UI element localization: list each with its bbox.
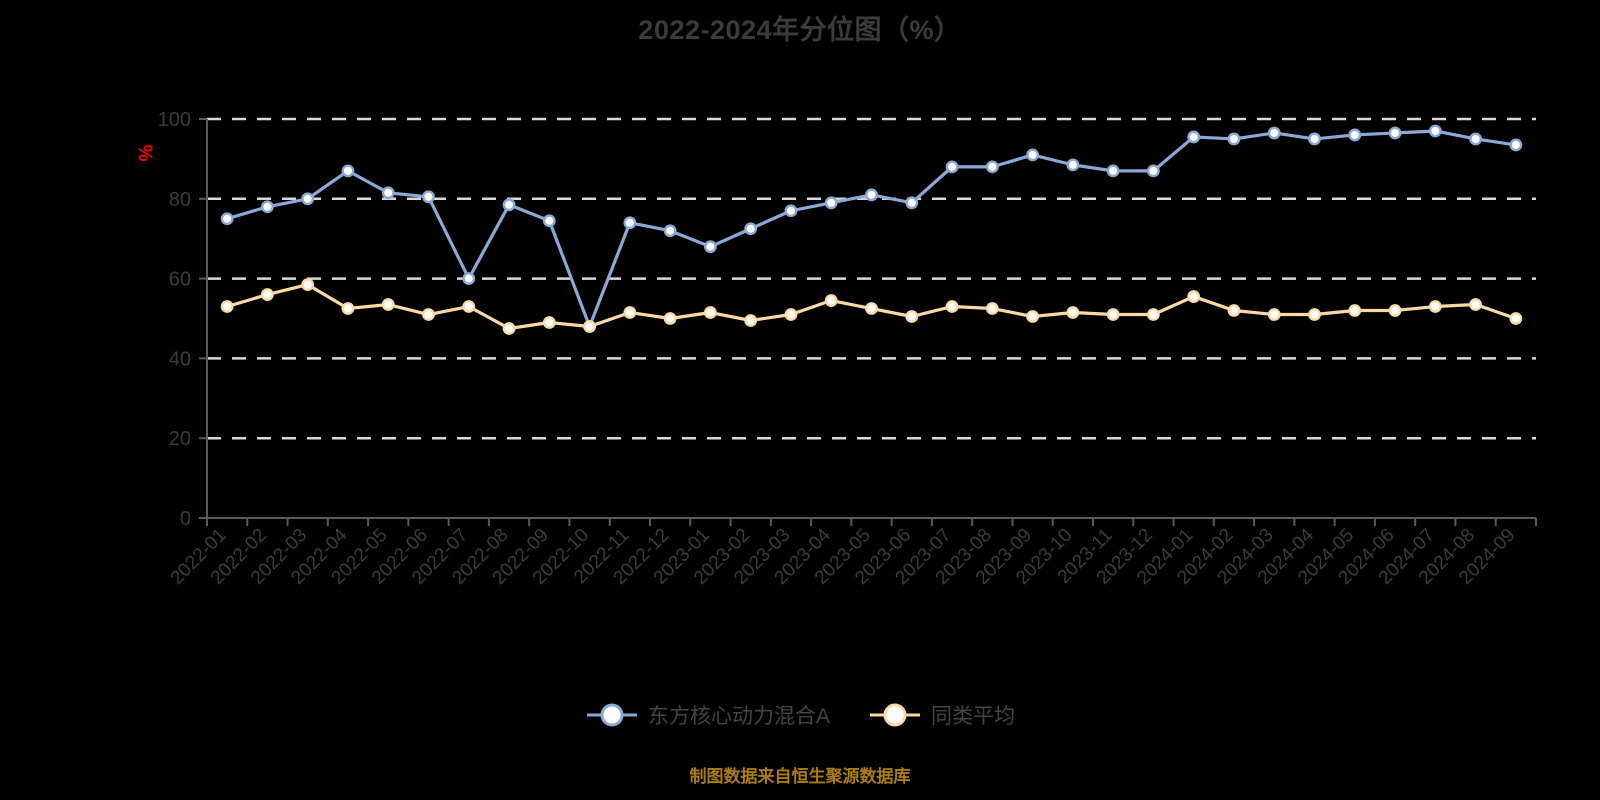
data-point-marker[interactable] bbox=[1469, 132, 1482, 146]
data-point-marker[interactable] bbox=[704, 240, 717, 254]
legend-label-peer-average: 同类平均 bbox=[931, 705, 1015, 728]
data-point-marker[interactable] bbox=[1469, 298, 1482, 311]
data-point-marker[interactable] bbox=[542, 214, 556, 228]
data-point-marker[interactable] bbox=[1026, 148, 1039, 162]
chart-legend: 东方核心动力混合A 同类平均 bbox=[0, 700, 1600, 730]
series-markers-group bbox=[220, 124, 1523, 335]
data-point-marker[interactable] bbox=[1227, 304, 1241, 317]
data-point-marker[interactable] bbox=[301, 278, 315, 291]
data-point-marker[interactable] bbox=[1348, 128, 1362, 142]
legend-item-peer-average[interactable]: 同类平均 bbox=[868, 700, 1015, 730]
data-point-marker[interactable] bbox=[422, 308, 435, 321]
data-point-marker[interactable] bbox=[1428, 300, 1442, 313]
series-line-fund bbox=[225, 129, 1518, 329]
y-axis-tick-label: 0 bbox=[180, 508, 191, 530]
data-point-marker[interactable] bbox=[1509, 312, 1523, 325]
data-point-marker[interactable] bbox=[542, 316, 556, 329]
data-point-marker[interactable] bbox=[704, 306, 717, 319]
data-point-marker[interactable] bbox=[865, 188, 878, 202]
data-point-marker[interactable] bbox=[301, 192, 315, 206]
data-point-marker[interactable] bbox=[462, 300, 476, 313]
legend-item-fund[interactable]: 东方核心动力混合A bbox=[585, 700, 830, 730]
data-point-marker[interactable] bbox=[1106, 164, 1120, 178]
data-point-marker[interactable] bbox=[341, 302, 355, 315]
data-point-marker[interactable] bbox=[341, 164, 355, 178]
data-point-marker[interactable] bbox=[583, 320, 596, 333]
data-point-marker[interactable] bbox=[744, 222, 758, 236]
data-point-marker[interactable] bbox=[1147, 164, 1160, 178]
legend-marker-fund-icon bbox=[586, 703, 637, 727]
data-point-marker[interactable] bbox=[663, 312, 677, 325]
data-point-marker[interactable] bbox=[1348, 304, 1362, 317]
data-point-marker[interactable] bbox=[1308, 132, 1321, 146]
data-point-marker[interactable] bbox=[945, 160, 959, 174]
data-point-marker[interactable] bbox=[1026, 310, 1039, 323]
data-point-marker[interactable] bbox=[744, 314, 758, 327]
data-point-marker[interactable] bbox=[381, 186, 395, 200]
series-lines-group bbox=[225, 129, 1518, 331]
axes-group bbox=[199, 118, 1537, 526]
y-tick-labels-group: 0 20 40 60 80 100 bbox=[158, 109, 191, 530]
data-point-marker[interactable] bbox=[1267, 126, 1281, 140]
legend-label-fund: 东方核心动力混合A bbox=[647, 705, 830, 728]
data-point-marker[interactable] bbox=[1308, 308, 1321, 321]
y-axis-tick-label: 40 bbox=[169, 348, 191, 370]
data-point-marker[interactable] bbox=[381, 298, 395, 311]
data-point-marker[interactable] bbox=[1066, 306, 1080, 319]
data-point-marker[interactable] bbox=[220, 212, 234, 226]
data-point-marker[interactable] bbox=[824, 196, 838, 210]
data-point-marker[interactable] bbox=[945, 300, 959, 313]
data-point-marker[interactable] bbox=[865, 302, 878, 315]
y-axis-unit-label: % bbox=[136, 144, 158, 162]
y-axis-tick-label: 100 bbox=[158, 109, 191, 131]
data-point-marker[interactable] bbox=[1147, 308, 1160, 321]
chart-title: 2022-2024年分位图（%） bbox=[638, 15, 962, 45]
data-point-marker[interactable] bbox=[462, 272, 476, 285]
y-axis-tick-label: 60 bbox=[169, 269, 191, 291]
gridlines-group bbox=[207, 117, 1536, 440]
y-axis-tick-label: 80 bbox=[169, 189, 191, 211]
data-point-marker[interactable] bbox=[1388, 126, 1402, 140]
legend-marker-peer-average-icon bbox=[870, 703, 920, 727]
data-point-marker[interactable] bbox=[1428, 124, 1442, 138]
data-point-marker[interactable] bbox=[824, 294, 838, 307]
data-point-marker[interactable] bbox=[502, 322, 516, 335]
data-point-marker[interactable] bbox=[784, 308, 798, 321]
data-point-marker[interactable] bbox=[422, 190, 435, 204]
data-point-marker[interactable] bbox=[623, 216, 637, 230]
data-point-marker[interactable] bbox=[1187, 290, 1201, 303]
data-point-marker[interactable] bbox=[663, 224, 677, 238]
data-point-marker[interactable] bbox=[784, 204, 798, 218]
data-point-marker[interactable] bbox=[1388, 304, 1402, 317]
data-point-marker[interactable] bbox=[502, 198, 516, 212]
data-point-marker[interactable] bbox=[1187, 130, 1201, 144]
data-point-marker[interactable] bbox=[985, 302, 999, 315]
data-point-marker[interactable] bbox=[905, 310, 919, 323]
data-point-marker[interactable] bbox=[905, 196, 919, 210]
data-point-marker[interactable] bbox=[1106, 308, 1120, 321]
data-point-marker[interactable] bbox=[220, 300, 234, 313]
data-point-marker[interactable] bbox=[985, 160, 999, 174]
data-point-marker[interactable] bbox=[261, 200, 274, 214]
data-point-marker[interactable] bbox=[623, 306, 637, 319]
data-point-marker[interactable] bbox=[1066, 158, 1080, 172]
y-axis-tick-label: 20 bbox=[169, 428, 191, 450]
x-tick-labels-group: 2022-012022-022022-032022-042022-052022-… bbox=[167, 524, 1520, 588]
data-point-marker[interactable] bbox=[1227, 132, 1241, 146]
data-point-marker[interactable] bbox=[261, 288, 274, 301]
footer-source-note: 制图数据来自恒生聚源数据库 bbox=[689, 767, 911, 786]
data-point-marker[interactable] bbox=[1509, 138, 1523, 152]
data-point-marker[interactable] bbox=[1267, 308, 1281, 321]
